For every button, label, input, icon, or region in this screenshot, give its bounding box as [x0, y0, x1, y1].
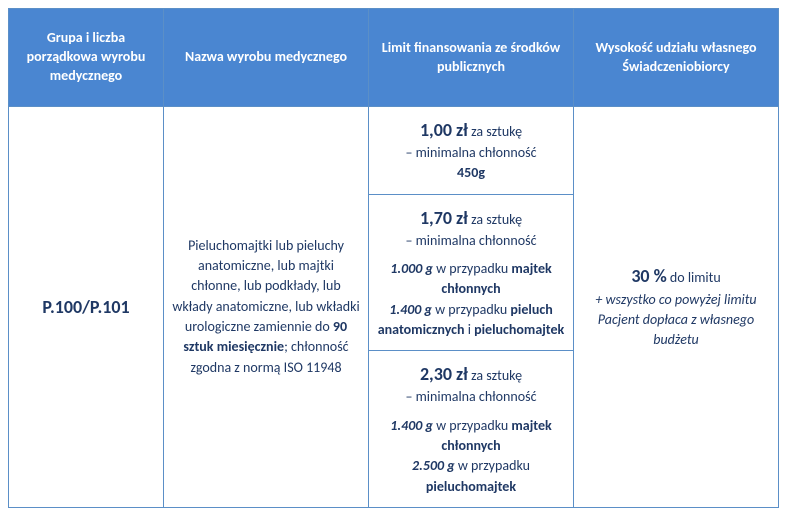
g3-2: 2.500 g	[412, 457, 455, 474]
limit-row-2: 1,70 zł za sztukę – minimalna chłonność …	[369, 194, 573, 351]
header-col3: Limit finansowania ze środków publicznyc…	[369, 9, 574, 107]
min-abs-1b: 450g	[457, 164, 485, 181]
price-1: 1,00 zł	[420, 119, 468, 141]
min-abs-1a: – minimalna chłonność	[405, 144, 536, 161]
min-abs-2: – minimalna chłonność	[405, 232, 536, 249]
share-pct: 30 %	[631, 265, 666, 287]
g3-1: 1.400 g	[390, 417, 433, 434]
table-header-row: Grupa i liczba porządkowa wyrobu medyczn…	[9, 9, 779, 107]
g2-2: 1.400 g	[389, 301, 432, 318]
header-col1: Grupa i liczba porządkowa wyrobu medyczn…	[9, 9, 164, 107]
limit-row-1: 1,00 zł za sztukę – minimalna chłonność …	[369, 107, 573, 194]
per-1: za sztukę	[468, 123, 522, 140]
own-share-cell: 30 % do limitu + wszystko co powyżej lim…	[574, 107, 779, 508]
share-tolimit: do limitu	[667, 269, 721, 286]
and-2: i	[465, 321, 475, 338]
t3-2: w przypadku	[455, 457, 530, 474]
limit-cell-3: 2,30 zł za sztukę – minimalna chłonność …	[369, 351, 573, 507]
price-3: 2,30 zł	[420, 363, 468, 385]
t2-2: w przypadku	[432, 301, 510, 318]
limit-cell-2: 1,70 zł za sztukę – minimalna chłonność …	[369, 194, 573, 351]
limit-inner-table: 1,00 zł za sztukę – minimalna chłonność …	[369, 107, 573, 507]
limit-cell-1: 1,00 zł za sztukę – minimalna chłonność …	[369, 107, 573, 194]
financing-limit-cell: 1,00 zł za sztukę – minimalna chłonność …	[369, 107, 574, 508]
header-col4: Wysokość udziału własnego Świadczeniobio…	[574, 9, 779, 107]
t2-1: w przypadku	[433, 260, 511, 277]
desc-pre: Pieluchomajtki lub pieluchy anatomiczne,…	[172, 237, 359, 335]
table-body-row: P.100/P.101 Pieluchomajtki lub pieluchy …	[9, 107, 779, 508]
per-2: za sztukę	[468, 211, 522, 228]
header-col2: Nazwa wyrobu medycznego	[164, 9, 369, 107]
product-code: P.100/P.101	[42, 296, 129, 318]
b3-2: pieluchomajtek	[426, 478, 516, 495]
t3-1: w przypadku	[433, 417, 511, 434]
per-3: za sztukę	[468, 367, 522, 384]
min-abs-3: – minimalna chłonność	[405, 388, 536, 405]
product-description-cell: Pieluchomajtki lub pieluchy anatomiczne,…	[164, 107, 369, 508]
share-note: + wszystko co powyżej limitu Pacjent dop…	[582, 290, 770, 351]
g2-1: 1.000 g	[390, 260, 433, 277]
limit-row-3: 2,30 zł za sztukę – minimalna chłonność …	[369, 351, 573, 507]
price-2: 1,70 zł	[420, 207, 468, 229]
b2-2b: pieluchomajtek	[474, 321, 564, 338]
pricing-table: Grupa i liczba porządkowa wyrobu medyczn…	[8, 8, 779, 508]
product-code-cell: P.100/P.101	[9, 107, 164, 508]
